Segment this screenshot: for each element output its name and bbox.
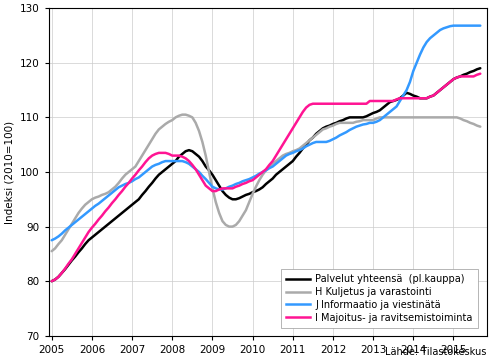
I Majoitus- ja ravitsemistoiminta: [69, 257, 75, 261]
J Informaatio ja viestinätä: [273, 162, 279, 166]
H Kuljetus ja varastointi: [306, 138, 312, 143]
Line: I Majoitus- ja ravitsemistoiminta: I Majoitus- ja ravitsemistoiminta: [52, 74, 480, 281]
I Majoitus- ja ravitsemistoiminta: [49, 279, 55, 283]
Palvelut yhteensä  (pl.kauppa): [69, 258, 75, 262]
Palvelut yhteensä  (pl.kauppa): [49, 279, 55, 283]
H Kuljetus ja varastointi: [179, 112, 185, 117]
J Informaatio ja viestinätä: [69, 223, 75, 227]
J Informaatio ja viestinätä: [387, 110, 393, 114]
H Kuljetus ja varastointi: [49, 249, 55, 253]
Palvelut yhteensä  (pl.kauppa): [303, 143, 309, 147]
J Informaatio ja viestinätä: [424, 40, 430, 44]
Line: H Kuljetus ja varastointi: H Kuljetus ja varastointi: [52, 115, 480, 251]
H Kuljetus ja varastointi: [276, 156, 282, 160]
I Majoitus- ja ravitsemistoiminta: [166, 152, 172, 156]
Palvelut yhteensä  (pl.kauppa): [273, 173, 279, 177]
J Informaatio ja viestinätä: [49, 238, 55, 242]
I Majoitus- ja ravitsemistoiminta: [477, 71, 483, 76]
J Informaatio ja viestinätä: [166, 159, 172, 163]
Palvelut yhteensä  (pl.kauppa): [424, 96, 430, 101]
H Kuljetus ja varastointi: [166, 120, 172, 124]
H Kuljetus ja varastointi: [390, 115, 396, 120]
I Majoitus- ja ravitsemistoiminta: [387, 99, 393, 103]
Palvelut yhteensä  (pl.kauppa): [387, 100, 393, 104]
Y-axis label: Indeksi (2010=100): Indeksi (2010=100): [4, 120, 14, 224]
I Majoitus- ja ravitsemistoiminta: [424, 96, 430, 101]
I Majoitus- ja ravitsemistoiminta: [303, 106, 309, 110]
H Kuljetus ja varastointi: [427, 115, 433, 120]
H Kuljetus ja varastointi: [477, 125, 483, 129]
Line: Palvelut yhteensä  (pl.kauppa): Palvelut yhteensä (pl.kauppa): [52, 68, 480, 281]
Line: J Informaatio ja viestinätä: J Informaatio ja viestinätä: [52, 25, 480, 240]
I Majoitus- ja ravitsemistoiminta: [273, 153, 279, 158]
J Informaatio ja viestinätä: [303, 144, 309, 149]
Legend: Palvelut yhteensä  (pl.kauppa), H Kuljetus ja varastointi, J Informaatio ja vies: Palvelut yhteensä (pl.kauppa), H Kuljetu…: [281, 269, 478, 328]
J Informaatio ja viestinätä: [477, 23, 483, 28]
Palvelut yhteensä  (pl.kauppa): [477, 66, 483, 70]
H Kuljetus ja varastointi: [69, 222, 75, 226]
J Informaatio ja viestinätä: [451, 23, 457, 28]
Text: Lähde: Tilastokeskus: Lähde: Tilastokeskus: [385, 347, 486, 357]
Palvelut yhteensä  (pl.kauppa): [166, 164, 172, 169]
